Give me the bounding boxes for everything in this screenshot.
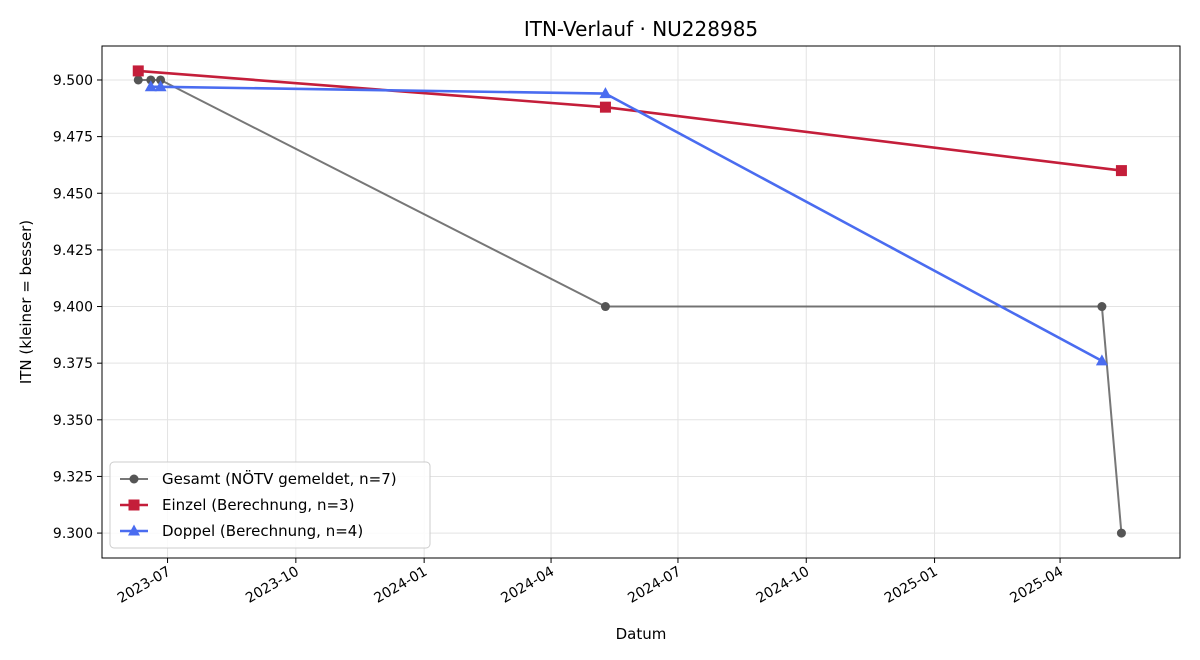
- x-tick-label: 2024-10: [754, 564, 813, 607]
- data-point: [133, 75, 143, 85]
- data-point: [1095, 354, 1108, 366]
- legend-item: Doppel (Berechnung, n=4): [120, 522, 363, 540]
- chart-title: ITN-Verlauf · NU228985: [524, 17, 758, 41]
- y-tick-label: 9.375: [53, 356, 93, 372]
- data-point: [1116, 528, 1126, 538]
- legend-marker: [129, 474, 139, 484]
- x-axis-label: Datum: [616, 625, 667, 643]
- data-point: [154, 80, 167, 92]
- x-tick-label: 2023-10: [243, 564, 302, 607]
- y-axis-label: ITN (kleiner = besser): [17, 220, 35, 384]
- legend-marker: [128, 499, 140, 511]
- data-point: [132, 65, 144, 77]
- y-tick-label: 9.500: [53, 73, 93, 89]
- series-line: [150, 85, 1103, 363]
- data-point: [599, 101, 611, 113]
- data-point: [600, 302, 610, 312]
- plot-frame: [101, 45, 1181, 559]
- legend-item: Einzel (Berechnung, n=3): [120, 496, 354, 514]
- data-point: [1097, 302, 1107, 312]
- data-point: [156, 75, 166, 85]
- data-point: [146, 75, 156, 85]
- legend: Gesamt (NÖTV gemeldet, n=7) Einzel (Berec…: [109, 461, 431, 549]
- series-3: [144, 80, 1108, 366]
- data-point: [1115, 165, 1127, 177]
- data-point: [599, 87, 612, 99]
- y-tick-label: 9.475: [53, 130, 93, 146]
- x-tick-label: 2024-01: [371, 564, 430, 607]
- y-tick-label: 9.450: [53, 186, 93, 202]
- legend-box: [109, 461, 431, 549]
- y-tick-label: 9.425: [53, 243, 93, 259]
- x-tick-label: 2024-04: [498, 564, 557, 607]
- legend-label: Doppel (Berechnung, n=4): [162, 522, 363, 540]
- x-tick-label: 2025-01: [882, 564, 941, 607]
- y-tick-label: 9.350: [53, 413, 93, 429]
- legend-label: Einzel (Berechnung, n=3): [162, 496, 354, 514]
- y-tick-label: 9.300: [53, 526, 93, 542]
- series-line: [138, 69, 1122, 172]
- series-group: [132, 65, 1127, 538]
- series-2: [132, 65, 1127, 177]
- legend-item: Gesamt (NÖTV gemeldet, n=7): [120, 469, 397, 488]
- y-tick-label: 9.400: [53, 300, 93, 316]
- x-tick-label: 2025-04: [1007, 564, 1066, 607]
- data-point: [144, 80, 157, 92]
- x-tick-label: 2024-07: [625, 564, 684, 607]
- legend-label: Gesamt (NÖTV gemeldet, n=7): [162, 469, 397, 488]
- y-tick-label: 9.325: [53, 469, 93, 485]
- x-tick-label: 2023-07: [115, 564, 174, 607]
- legend-marker: [128, 524, 140, 536]
- series-1: [133, 75, 1126, 538]
